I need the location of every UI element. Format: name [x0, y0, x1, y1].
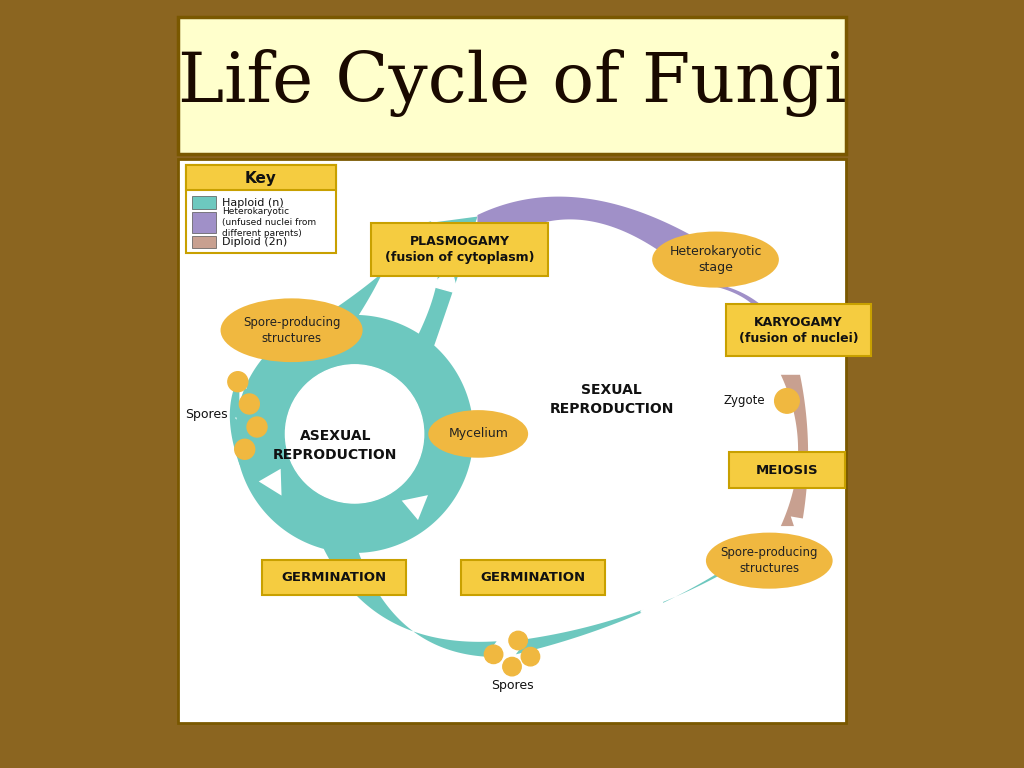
FancyBboxPatch shape [461, 560, 605, 595]
Circle shape [509, 631, 527, 650]
Circle shape [286, 365, 424, 503]
Text: Spore-producing
structures: Spore-producing structures [721, 546, 818, 575]
FancyBboxPatch shape [191, 212, 216, 233]
Polygon shape [229, 376, 290, 465]
Text: GERMINATION: GERMINATION [282, 571, 386, 584]
Polygon shape [641, 591, 668, 615]
Polygon shape [431, 266, 458, 293]
Polygon shape [236, 315, 473, 553]
Polygon shape [781, 341, 804, 367]
Text: Zygote: Zygote [724, 395, 765, 407]
FancyBboxPatch shape [191, 236, 216, 248]
Ellipse shape [428, 410, 528, 458]
Circle shape [503, 657, 521, 676]
FancyBboxPatch shape [186, 165, 336, 190]
Text: Life Cycle of Fungi: Life Cycle of Fungi [178, 49, 846, 117]
Text: PLASMOGAMY
(fusion of cytoplasm): PLASMOGAMY (fusion of cytoplasm) [385, 235, 535, 264]
Text: KARYOGAMY
(fusion of nuclei): KARYOGAMY (fusion of nuclei) [738, 316, 858, 345]
Polygon shape [780, 375, 808, 526]
Text: Mycelium: Mycelium [449, 428, 508, 440]
Text: Spore-producing
structures: Spore-producing structures [243, 316, 340, 345]
Polygon shape [225, 362, 247, 389]
Text: Key: Key [245, 170, 276, 186]
Ellipse shape [220, 298, 362, 362]
Polygon shape [309, 330, 336, 354]
Polygon shape [477, 197, 696, 280]
Text: Haploid (n): Haploid (n) [222, 197, 285, 208]
Circle shape [234, 439, 255, 459]
Circle shape [484, 645, 503, 664]
Polygon shape [259, 468, 282, 495]
Text: Spores: Spores [185, 409, 227, 421]
Polygon shape [791, 516, 815, 541]
FancyBboxPatch shape [726, 304, 870, 356]
Polygon shape [273, 221, 431, 377]
Circle shape [240, 394, 259, 414]
Polygon shape [260, 333, 286, 355]
Text: MEIOSIS: MEIOSIS [756, 464, 818, 476]
FancyBboxPatch shape [191, 196, 216, 209]
FancyBboxPatch shape [178, 159, 846, 723]
Polygon shape [684, 223, 710, 246]
Ellipse shape [706, 533, 833, 588]
Text: Diploid (2n): Diploid (2n) [222, 237, 288, 247]
FancyBboxPatch shape [186, 165, 336, 253]
FancyBboxPatch shape [372, 223, 548, 276]
Text: Heterokaryotic
stage: Heterokaryotic stage [670, 245, 762, 274]
FancyBboxPatch shape [128, 0, 896, 768]
Text: ASEXUAL
REPRODUCTION: ASEXUAL REPRODUCTION [273, 429, 397, 462]
Polygon shape [401, 495, 428, 520]
FancyBboxPatch shape [729, 452, 846, 488]
FancyBboxPatch shape [178, 17, 846, 154]
Text: Heterokaryotic
(unfused nuclei from
different parents): Heterokaryotic (unfused nuclei from diff… [222, 207, 316, 238]
Circle shape [227, 372, 248, 392]
Text: Spores: Spores [490, 679, 534, 691]
Ellipse shape [652, 231, 779, 288]
FancyBboxPatch shape [262, 560, 406, 595]
Polygon shape [324, 502, 497, 657]
Polygon shape [516, 538, 780, 654]
Text: GERMINATION: GERMINATION [480, 571, 586, 584]
Polygon shape [712, 286, 797, 353]
Circle shape [774, 389, 799, 413]
Text: SEXUAL
REPRODUCTION: SEXUAL REPRODUCTION [550, 383, 674, 415]
Circle shape [521, 647, 540, 666]
Polygon shape [394, 217, 477, 377]
Circle shape [247, 417, 267, 437]
